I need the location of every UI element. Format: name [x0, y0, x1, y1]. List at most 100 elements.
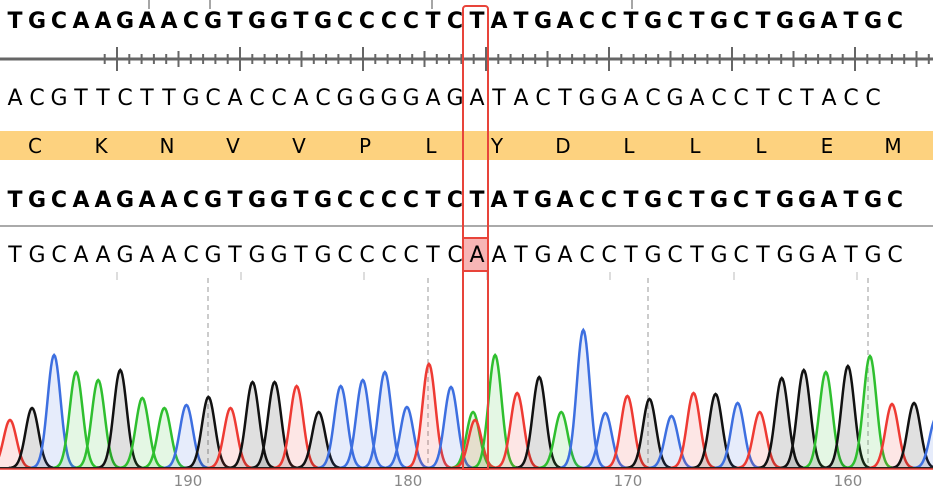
base[interactable]: G	[863, 8, 883, 34]
base[interactable]: G	[248, 242, 266, 268]
base[interactable]: C	[359, 242, 375, 268]
base[interactable]: T	[843, 187, 859, 213]
base[interactable]: A	[469, 242, 485, 268]
base[interactable]: A	[72, 187, 90, 213]
base[interactable]: C	[535, 85, 551, 111]
amino-acid[interactable]: V	[226, 134, 240, 158]
base[interactable]: G	[50, 85, 68, 111]
base[interactable]: A	[820, 187, 838, 213]
base[interactable]: T	[623, 8, 639, 34]
base[interactable]: G	[600, 85, 618, 111]
base[interactable]: G	[182, 85, 200, 111]
base[interactable]: T	[96, 85, 110, 111]
base[interactable]: G	[643, 187, 663, 213]
base[interactable]: C	[50, 187, 68, 213]
base[interactable]: T	[162, 85, 176, 111]
base[interactable]: T	[514, 242, 528, 268]
base[interactable]: C	[358, 187, 376, 213]
base[interactable]: G	[247, 8, 267, 34]
base[interactable]: C	[51, 242, 67, 268]
base[interactable]: A	[556, 187, 574, 213]
base[interactable]: T	[7, 187, 23, 213]
base[interactable]: A	[94, 187, 112, 213]
base[interactable]: C	[711, 85, 727, 111]
base[interactable]: C	[381, 242, 397, 268]
base[interactable]: C	[117, 85, 133, 111]
base[interactable]: G	[775, 8, 795, 34]
base[interactable]: T	[425, 187, 441, 213]
base[interactable]: A	[556, 8, 574, 34]
base[interactable]: G	[533, 8, 553, 34]
amino-acid[interactable]: Y	[490, 134, 504, 158]
base[interactable]: C	[843, 85, 859, 111]
base[interactable]: G	[710, 242, 728, 268]
base[interactable]: A	[160, 8, 178, 34]
base[interactable]: G	[270, 242, 288, 268]
base[interactable]: T	[294, 242, 308, 268]
base[interactable]: T	[8, 242, 22, 268]
amino-acid[interactable]: N	[159, 134, 175, 158]
base[interactable]: G	[203, 8, 223, 34]
selected-column-highlight[interactable]	[462, 5, 489, 470]
base[interactable]: C	[887, 242, 903, 268]
amino-acid[interactable]: L	[623, 134, 635, 158]
base[interactable]: A	[138, 187, 156, 213]
base[interactable]: T	[624, 242, 638, 268]
base[interactable]: A	[469, 85, 485, 111]
base[interactable]: A	[138, 8, 156, 34]
base[interactable]: A	[513, 85, 529, 111]
base[interactable]: A	[820, 8, 838, 34]
base[interactable]: G	[798, 242, 816, 268]
base[interactable]: G	[666, 85, 684, 111]
base[interactable]: G	[864, 242, 882, 268]
base[interactable]: C	[600, 8, 618, 34]
base[interactable]: T	[492, 85, 506, 111]
base[interactable]: A	[227, 85, 243, 111]
base[interactable]: G	[533, 187, 553, 213]
base[interactable]: T	[513, 187, 529, 213]
base[interactable]: C	[732, 8, 750, 34]
base[interactable]: C	[578, 8, 596, 34]
base[interactable]: G	[314, 242, 332, 268]
base[interactable]: T	[228, 242, 242, 268]
base[interactable]: C	[380, 187, 398, 213]
base[interactable]: C	[336, 8, 354, 34]
base[interactable]: T	[689, 187, 705, 213]
amino-acid[interactable]: V	[292, 134, 306, 158]
base[interactable]: G	[115, 8, 135, 34]
base[interactable]: G	[709, 187, 729, 213]
base[interactable]: A	[72, 8, 90, 34]
base[interactable]: T	[293, 187, 309, 213]
amino-acid[interactable]: K	[94, 134, 108, 158]
base[interactable]: T	[756, 85, 770, 111]
base[interactable]: T	[513, 8, 529, 34]
base[interactable]: C	[865, 85, 881, 111]
base[interactable]: C	[645, 85, 661, 111]
base[interactable]: A	[491, 242, 507, 268]
base[interactable]: G	[402, 85, 420, 111]
base[interactable]: G	[27, 8, 47, 34]
base[interactable]: T	[558, 85, 572, 111]
amino-acid[interactable]: E	[820, 134, 834, 158]
amino-acid[interactable]: D	[555, 134, 571, 158]
base[interactable]: A	[139, 242, 155, 268]
base[interactable]: A	[73, 242, 89, 268]
mismatch-cell[interactable]	[462, 237, 487, 272]
base[interactable]: C	[447, 242, 463, 268]
base[interactable]: T	[7, 8, 23, 34]
base[interactable]: G	[116, 242, 134, 268]
base[interactable]: T	[140, 85, 154, 111]
base[interactable]: C	[336, 187, 354, 213]
base[interactable]: C	[733, 242, 749, 268]
base[interactable]: C	[667, 242, 683, 268]
amino-acid[interactable]: L	[425, 134, 437, 158]
base[interactable]: A	[821, 85, 837, 111]
base[interactable]: A	[689, 85, 705, 111]
base[interactable]: C	[402, 187, 420, 213]
base[interactable]: T	[689, 8, 705, 34]
base[interactable]: C	[182, 187, 200, 213]
base[interactable]: A	[94, 8, 112, 34]
base[interactable]: C	[579, 242, 595, 268]
base[interactable]: G	[115, 187, 135, 213]
base[interactable]: A	[821, 242, 837, 268]
